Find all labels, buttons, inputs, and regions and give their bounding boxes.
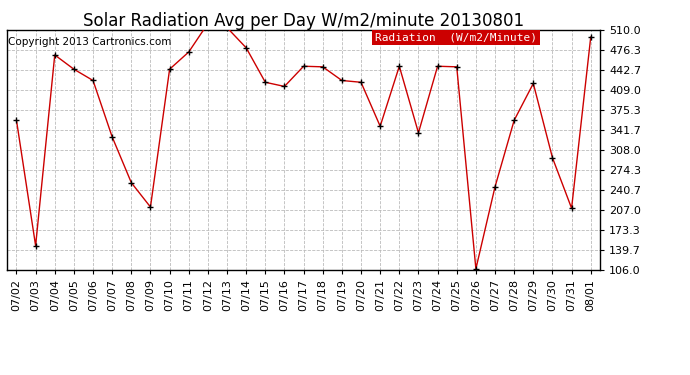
Text: Radiation  (W/m2/Minute): Radiation (W/m2/Minute) (375, 32, 537, 42)
Text: Copyright 2013 Cartronics.com: Copyright 2013 Cartronics.com (8, 37, 171, 47)
Title: Solar Radiation Avg per Day W/m2/minute 20130801: Solar Radiation Avg per Day W/m2/minute … (83, 12, 524, 30)
